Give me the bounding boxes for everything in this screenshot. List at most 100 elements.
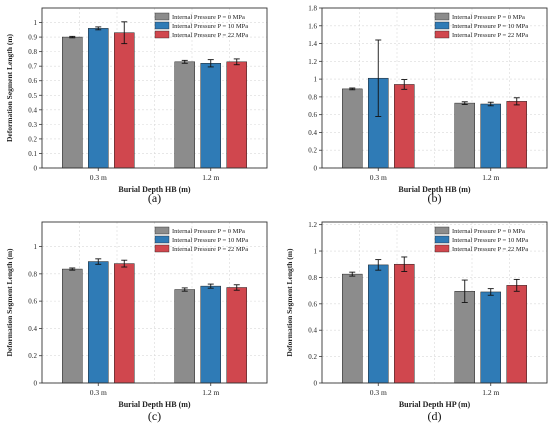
y-tick-label: 0.8	[308, 93, 317, 101]
legend-swatch	[434, 30, 450, 39]
legend-swatch	[154, 235, 170, 244]
y-tick-label: 0.4	[28, 325, 37, 333]
legend-label: Internal Pressure P = 0 MPa	[452, 228, 525, 235]
legend-label: Internal Pressure P = 10 MPa	[172, 23, 248, 30]
bar-1.2m-series2	[506, 285, 527, 384]
chart-panel-c: 0.3 m 1.2 m 0 0.2 0.4 0.6 0.8 1 Burial Depth HB …	[5, 221, 268, 423]
y-tick-label: 1.2	[308, 58, 317, 66]
panel-label: (d)	[428, 409, 442, 423]
bar-0.3m-series1	[88, 261, 109, 384]
bar-0.3m-series0	[62, 36, 83, 169]
bar-1.2m-series2	[506, 101, 527, 169]
x-axis-label: Burial Depth HB (m)	[118, 185, 191, 194]
y-tick-label: 1.6	[308, 22, 317, 30]
legend-swatch	[154, 12, 170, 21]
bar-1.2m-series0	[454, 291, 475, 384]
chart-panel-b: 0.3 m 1.2 m 0 0.2 0.4 0.6 0.8 1 1.2 1.4 1.6 1.8 Buri…	[308, 5, 548, 205]
bar-0.3m-series2	[114, 32, 135, 169]
legend-label: Internal Pressure P = 22 MPa	[452, 246, 528, 253]
legend-swatch	[154, 244, 170, 253]
legend-label: Internal Pressure P = 0 MPa	[452, 14, 525, 21]
legend-label: Internal Pressure P = 22 MPa	[172, 32, 248, 39]
y-tick-label: 0.8	[28, 270, 37, 278]
y-tick-label: 0.6	[308, 111, 317, 119]
x-tick-label: 1.2 m	[482, 173, 499, 182]
y-tick-label: 0.8	[28, 48, 37, 56]
legend-label: Internal Pressure P = 22 MPa	[452, 32, 528, 39]
y-tick-label: 1	[34, 19, 38, 27]
y-tick-label: 0	[34, 380, 38, 388]
y-tick-label: 0.4	[28, 106, 37, 114]
bar-1.2m-series1	[200, 285, 221, 384]
y-tick-label: 1.2	[308, 221, 317, 229]
bar-1.2m-series1	[480, 103, 501, 169]
bar-1.2m-series0	[454, 102, 475, 169]
y-tick-label: 0.3	[28, 121, 37, 129]
x-tick-label: 0.3 m	[90, 388, 107, 397]
x-tick-label: 1.2 m	[482, 388, 499, 397]
legend-swatch	[434, 226, 450, 235]
legend-label: Internal Pressure P = 10 MPa	[172, 237, 248, 244]
y-tick-label: 0.2	[28, 135, 37, 143]
y-tick-label: 1.8	[308, 5, 317, 13]
legend: Internal Pressure P = 0 MPa Internal Pres…	[154, 226, 248, 253]
y-axis-label: Deformation Segment Length (m)	[5, 248, 14, 357]
bar-1.2m-series1	[480, 291, 501, 384]
y-tick-label: 0.7	[28, 63, 37, 71]
y-tick-label: 0.4	[308, 327, 317, 335]
legend-label: Internal Pressure P = 10 MPa	[452, 237, 528, 244]
x-tick-label: 1.2 m	[202, 388, 219, 397]
legend-swatch	[434, 21, 450, 30]
x-axis-label: Burial Depth HP (m)	[399, 400, 471, 409]
legend-swatch	[434, 235, 450, 244]
x-tick-label: 1.2 m	[202, 173, 219, 182]
y-tick-label: 0.9	[28, 34, 37, 42]
legend: Internal Pressure P = 0 MPa Internal Pres…	[434, 226, 528, 253]
y-tick-label: 0.6	[28, 77, 37, 85]
bar-1.2m-series0	[174, 61, 195, 169]
y-tick-label: 0.1	[28, 150, 37, 158]
y-tick-label: 1	[314, 76, 318, 84]
bar-0.3m-series2	[394, 263, 415, 384]
bar-0.3m-series2	[394, 84, 415, 169]
y-tick-label: 0	[314, 165, 318, 173]
legend-swatch	[154, 226, 170, 235]
panel-label: (b)	[428, 191, 442, 205]
legend-swatch	[154, 21, 170, 30]
plot-frame	[41, 221, 268, 384]
bar-0.3m-series2	[114, 263, 135, 384]
y-tick-label: 0.2	[308, 353, 317, 361]
legend-label: Internal Pressure P = 22 MPa	[172, 246, 248, 253]
legend-swatch	[434, 12, 450, 21]
y-tick-label: 0.8	[308, 274, 317, 282]
bar-0.3m-series1	[88, 28, 109, 169]
y-tick-label: 0.2	[308, 147, 317, 155]
plot-frame	[321, 7, 548, 169]
legend-label: Internal Pressure P = 0 MPa	[172, 228, 245, 235]
plot-frame	[321, 221, 548, 384]
x-tick-label: 0.3 m	[370, 388, 387, 397]
bar-0.3m-series0	[342, 88, 363, 169]
panel-label: (c)	[148, 409, 161, 423]
legend-swatch	[154, 30, 170, 39]
legend: Internal Pressure P = 0 MPa Internal Pres…	[154, 12, 248, 39]
chart-panel-d: 0.3 m 1.2 m 0 0.2 0.4 0.6 0.8 1 1.2 Burial Depth …	[285, 221, 548, 423]
legend-label: Internal Pressure P = 0 MPa	[172, 14, 245, 21]
legend-swatch	[434, 244, 450, 253]
chart-panel-a: 0.3 m 1.2 m 0 0.1 0.2 0.3 0.4 0.5 0.6 0.7 0.8 0.9 1 B…	[5, 7, 268, 205]
bar-1.2m-series2	[226, 61, 247, 169]
y-tick-label: 0	[34, 165, 38, 173]
x-tick-label: 0.3 m	[370, 173, 387, 182]
y-tick-label: 0.6	[308, 300, 317, 308]
bar-0.3m-series1	[368, 264, 389, 384]
y-tick-label: 1	[314, 248, 318, 256]
plot-frame	[41, 7, 268, 169]
y-tick-label: 1	[34, 243, 38, 251]
x-axis-label: Burial Depth HB (m)	[398, 185, 471, 194]
y-tick-label: 0	[314, 380, 318, 388]
bar-0.3m-series0	[342, 273, 363, 384]
y-tick-label: 0.2	[28, 352, 37, 360]
x-tick-label: 0.3 m	[90, 173, 107, 182]
y-axis-label: Deformation Segment Length (m)	[285, 248, 294, 357]
